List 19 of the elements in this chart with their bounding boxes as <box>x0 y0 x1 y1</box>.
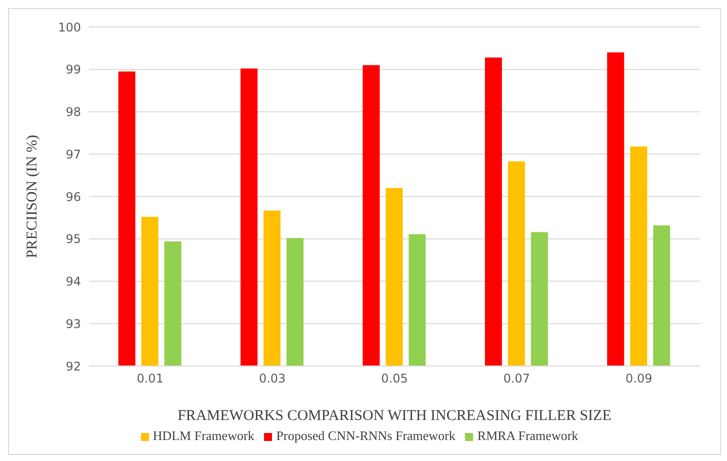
y-tick-label: 99 <box>66 62 81 77</box>
x-tick-label: 0.01 <box>136 372 164 386</box>
legend-label: RMRA Framework <box>477 428 578 443</box>
legend-label: HDLM Framework <box>152 428 254 443</box>
x-tick-label: 0.09 <box>626 372 652 386</box>
y-tick-label: 94 <box>66 274 81 289</box>
x-tick-label: 0.03 <box>258 372 286 386</box>
y-tick-label: 100 <box>58 20 81 34</box>
y-tick-label: 93 <box>66 316 81 331</box>
y-tick-label: 95 <box>66 232 81 246</box>
y-axis-title: PRECIISON (IN %) <box>24 134 40 258</box>
y-tick-label: 92 <box>66 359 81 374</box>
x-tick-label: 0.07 <box>503 372 530 386</box>
x-tick-label: 0.05 <box>381 372 408 386</box>
x-axis-title: FRAMEWORKS COMPARISON WITH INCREASING FILLER SIZE <box>178 408 612 424</box>
y-tick-label: 98 <box>66 105 81 120</box>
y-tick-label: 97 <box>66 147 81 162</box>
legend-label: Proposed CNN-RNNs Framework <box>276 428 456 443</box>
y-tick-label: 96 <box>66 190 81 204</box>
